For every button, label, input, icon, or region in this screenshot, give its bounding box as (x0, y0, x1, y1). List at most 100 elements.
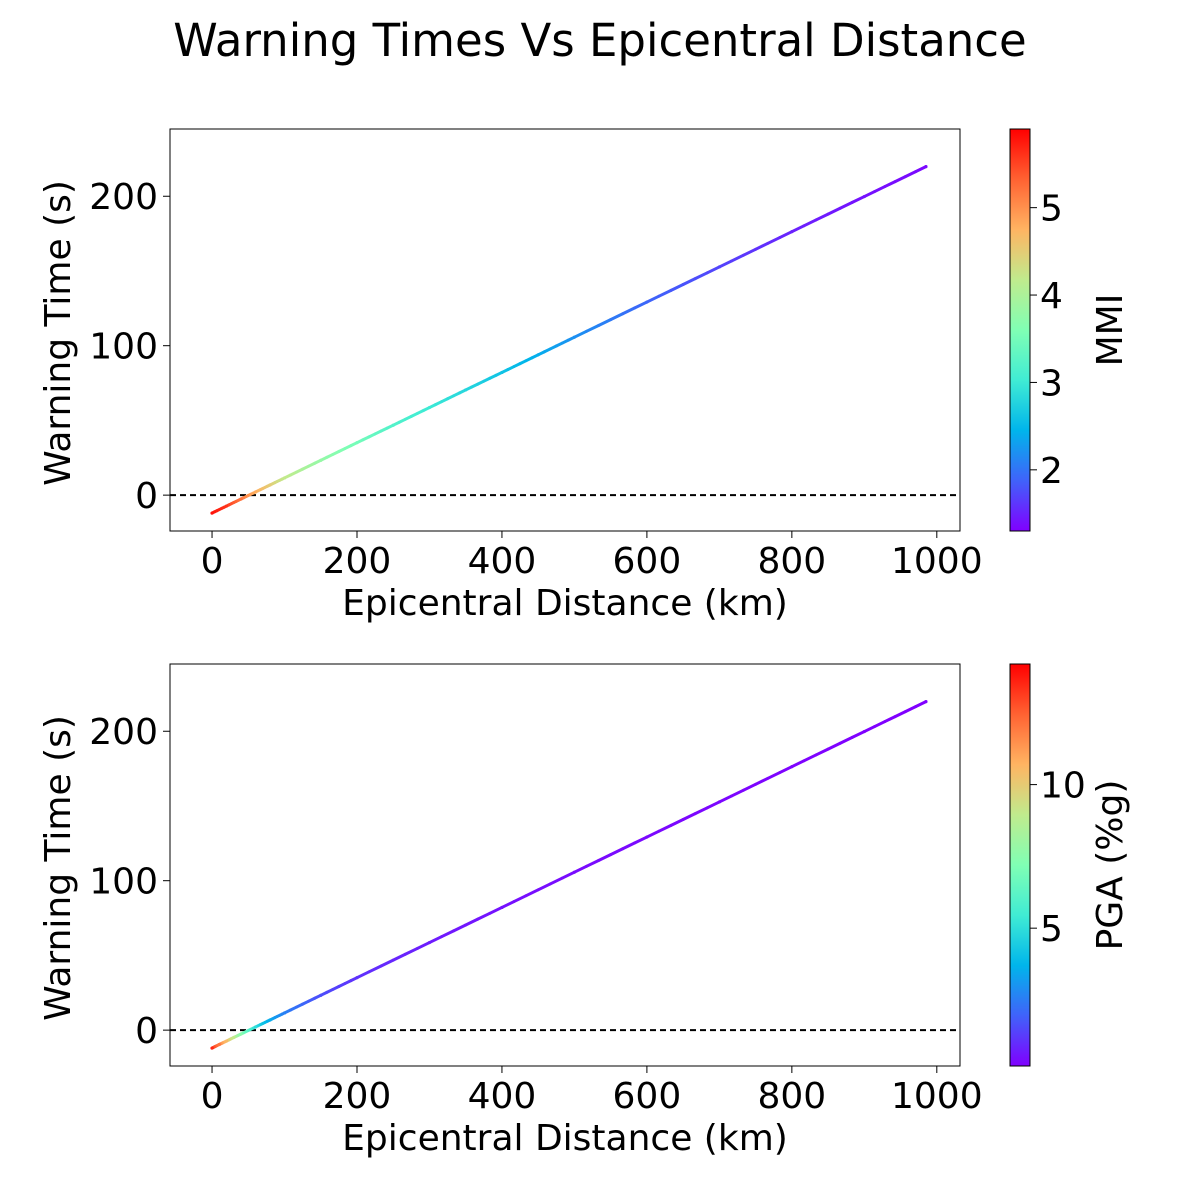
data-point-top (391, 423, 395, 427)
y-tick-label-top: 0 (135, 476, 158, 517)
data-segment-top (693, 271, 709, 281)
data-segment-top (754, 241, 770, 251)
data-point-top (790, 230, 794, 234)
colorbar-tick-label-top: 3 (1040, 363, 1063, 404)
data-segment-top (729, 253, 746, 263)
data-point-bottom (572, 870, 577, 874)
data-segment-top (572, 329, 589, 339)
data-segment-bottom (669, 817, 685, 827)
data-segment-bottom (427, 935, 444, 945)
data-segment-bottom (766, 771, 782, 780)
data-segment-bottom (838, 735, 854, 745)
colorbar-tick-label-top: 2 (1040, 451, 1063, 492)
colorbar-tick-label-top: 4 (1040, 276, 1063, 317)
data-segment-bottom (500, 900, 516, 909)
data-segment-bottom (355, 970, 371, 980)
colorbar-tick-label-top: 5 (1040, 189, 1063, 230)
data-segment-bottom (621, 841, 637, 851)
data-segment-bottom (790, 759, 806, 769)
data-segment-bottom (440, 929, 456, 939)
data-segment-top (893, 175, 907, 184)
data-segment-bottom (452, 923, 468, 933)
data-segment-top (883, 180, 897, 189)
data-point-top (500, 370, 504, 375)
data-point-top (427, 405, 432, 410)
plot-area-bottom (169, 663, 961, 1067)
data-segment-top (790, 224, 806, 234)
data-point-bottom (268, 1018, 272, 1022)
x-tick-label-bottom: 0 (201, 1076, 224, 1117)
data-point-bottom (427, 940, 432, 945)
x-tick-label-bottom: 600 (613, 1076, 682, 1117)
plot-area-top (169, 128, 961, 532)
data-segment-bottom (536, 882, 552, 892)
data-segment-top (657, 288, 673, 298)
data-point-top (572, 335, 577, 339)
data-segment-top (633, 300, 649, 310)
data-segment-bottom (609, 847, 625, 857)
x-tick-label-top: 0 (201, 541, 224, 582)
x-tick-label-bottom: 200 (323, 1076, 392, 1117)
data-segment-top (903, 170, 918, 179)
data-segment-bottom (729, 788, 746, 798)
data-segment-bottom (826, 741, 842, 751)
data-segment-bottom (778, 765, 794, 775)
data-segment-bottom (476, 911, 492, 921)
colorbar-top (1009, 128, 1031, 532)
data-segment-bottom (862, 725, 877, 734)
data-segment-top (669, 282, 685, 292)
data-segment-top (609, 312, 625, 322)
data-point-bottom (645, 835, 649, 839)
x-tick-label-top: 200 (323, 541, 392, 582)
data-segment-top (826, 206, 842, 216)
data-segment-bottom (883, 715, 897, 724)
colorbar-tick-label-bottom: 10 (1040, 766, 1086, 807)
data-segment-top (597, 318, 613, 327)
data-segment-bottom (705, 800, 721, 810)
x-axis-label-bottom: Epicentral Distance (km) (342, 1118, 788, 1159)
y-axis-label-top: Warning Time (s) (38, 180, 79, 486)
data-point-bottom (500, 905, 504, 910)
data-segment-top (778, 230, 794, 240)
data-segment-top (742, 247, 758, 257)
data-segment-top (850, 195, 866, 204)
data-point-bottom (232, 1035, 236, 1040)
data-point-bottom (239, 1032, 243, 1036)
data-segment-bottom (802, 753, 818, 763)
y-tick-label-bottom: 0 (135, 1011, 158, 1052)
y-tick-label-bottom: 200 (89, 712, 158, 753)
y-axis-label-bottom: Warning Time (s) (38, 715, 79, 1021)
data-segment-bottom (560, 870, 576, 880)
data-segment-bottom (597, 853, 613, 862)
data-point-top (464, 388, 468, 392)
data-point-bottom (355, 976, 359, 980)
data-segment-top (645, 294, 661, 304)
data-segment-bottom (548, 876, 564, 886)
y-tick-label-bottom: 100 (89, 862, 158, 903)
data-segment-top (681, 277, 697, 286)
x-axis-label-top: Epicentral Distance (km) (342, 583, 788, 624)
data-segment-bottom (524, 888, 540, 898)
data-segment-bottom (754, 776, 770, 786)
data-point-top (224, 504, 229, 508)
data-segment-top (717, 259, 733, 269)
data-point-top (717, 265, 721, 269)
x-tick-label-bottom: 400 (468, 1076, 537, 1117)
y-tick-label-top: 200 (89, 177, 158, 218)
x-tick-label-top: 800 (757, 541, 826, 582)
data-point-top (239, 497, 243, 501)
data-segment-bottom (903, 705, 918, 714)
data-segment-bottom (657, 823, 673, 833)
data-point-bottom (790, 765, 794, 769)
data-point-bottom (924, 700, 928, 704)
data-point-top (862, 194, 866, 199)
data-segment-top (705, 265, 721, 275)
data-segment-bottom (717, 794, 733, 804)
data-segment-bottom (379, 958, 395, 968)
data-segment-bottom (585, 858, 601, 868)
data-segment-bottom (488, 905, 504, 915)
data-point-top (319, 458, 323, 462)
data-segment-top (766, 236, 782, 245)
data-point-top (924, 165, 928, 169)
data-segment-bottom (742, 782, 758, 792)
